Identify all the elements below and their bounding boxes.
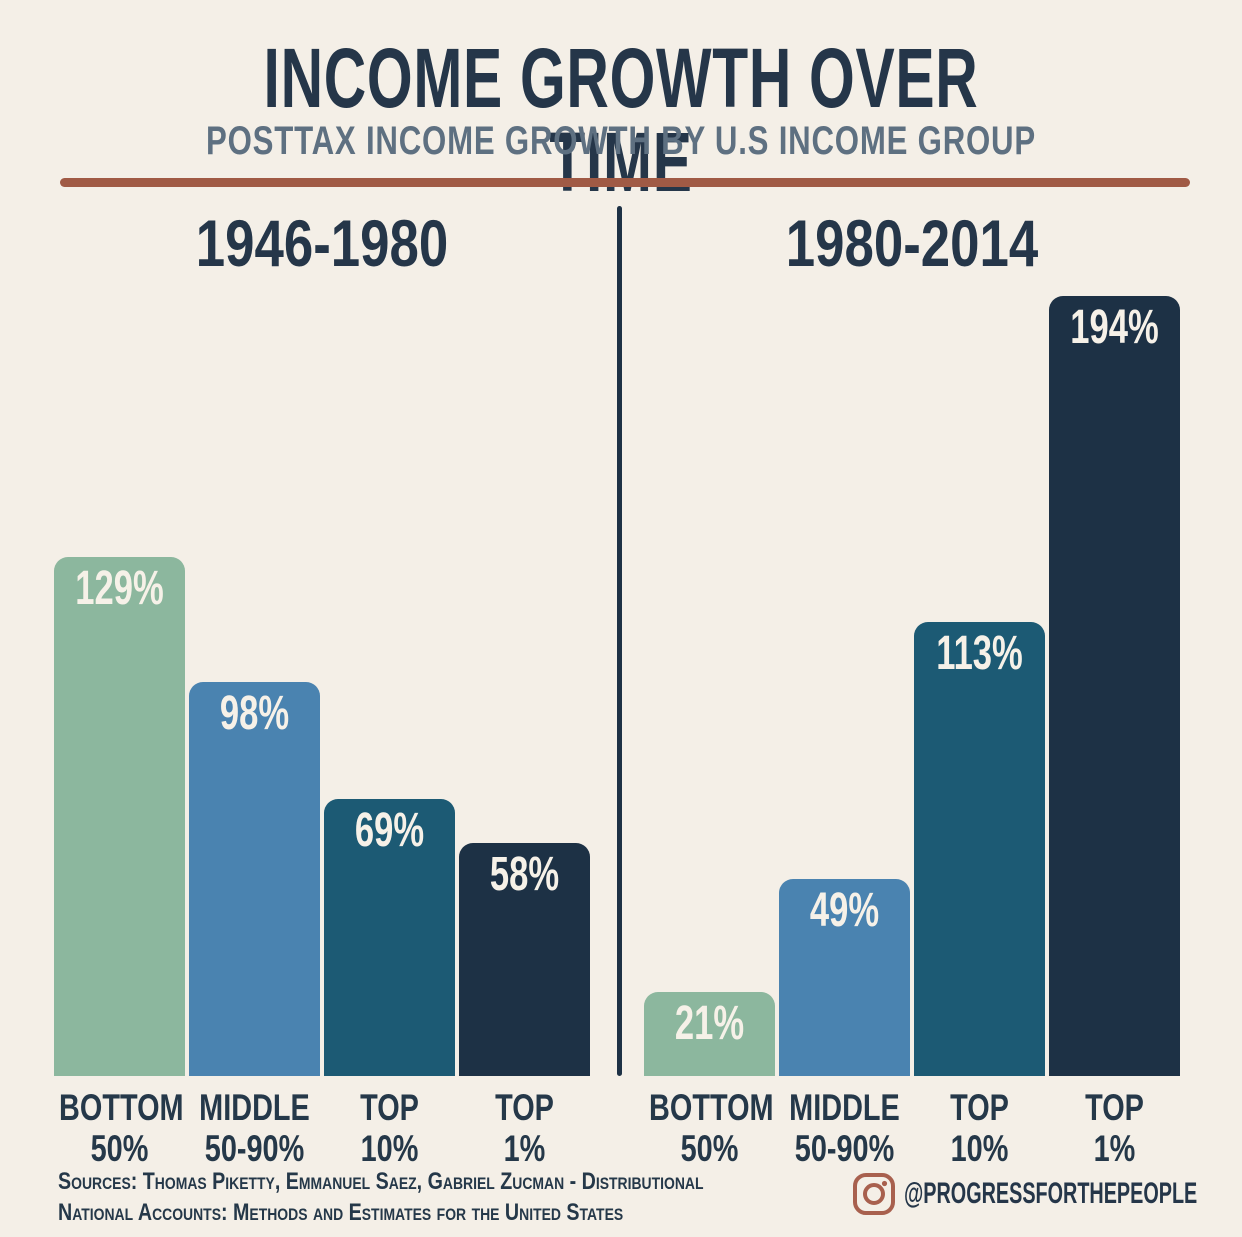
page-subtitle: POSTTAX INCOME GROWTH BY U.S INCOME GROU… (206, 119, 1036, 163)
bar-value-label: 69% (354, 804, 425, 857)
bar-column: 58% TOP 1% (459, 286, 590, 1169)
bar-value-label: 194% (1070, 301, 1159, 354)
bar-value-label: 113% (936, 627, 1023, 680)
bar-value-label: 21% (674, 997, 745, 1050)
sources-line-1: Sources: Thomas Piketty, Emmanuel Saez, … (58, 1168, 704, 1195)
bar: 49% (779, 879, 910, 1076)
instagram-handle: @PROGRESSFORTHEPEOPLE (904, 1177, 1198, 1210)
bar-value-label: 58% (489, 848, 560, 901)
category-label: TOP 1% (1085, 1087, 1144, 1169)
category-label: BOTTOM 50% (59, 1087, 184, 1169)
bar-column: 49% MIDDLE 50-90% (779, 286, 910, 1169)
sources-text: Sources: Thomas Piketty, Emmanuel Saez, … (58, 1166, 703, 1228)
instagram-credit: @PROGRESSFORTHEPEOPLE (852, 1172, 1242, 1216)
bar-value-label: 129% (75, 562, 164, 615)
bar: 129% (54, 557, 185, 1076)
page-title: INCOME GROWTH OVER TIME (263, 31, 979, 209)
bar-column: 129% BOTTOM 50% (54, 286, 185, 1169)
bar-column: 69% TOP 10% (324, 286, 455, 1169)
bar-column: 113% TOP 10% (914, 286, 1045, 1169)
bar: 113% (914, 622, 1045, 1076)
bar-column: 21% BOTTOM 50% (644, 286, 775, 1169)
category-label: MIDDLE 50-90% (199, 1087, 310, 1169)
panel-heading-1946-1980: 1946-1980 (195, 206, 449, 280)
bar: 21% (644, 992, 775, 1076)
category-label: BOTTOM 50% (649, 1087, 774, 1169)
bar: 69% (324, 799, 455, 1076)
bar: 194% (1049, 296, 1180, 1076)
bar-value-label: 49% (809, 884, 880, 937)
bar-column: 98% MIDDLE 50-90% (189, 286, 320, 1169)
category-label: TOP 10% (360, 1087, 419, 1169)
category-label: TOP 1% (495, 1087, 554, 1169)
panel-heading-1980-2014: 1980-2014 (785, 206, 1039, 280)
category-label: TOP 10% (950, 1087, 1009, 1169)
instagram-icon (852, 1172, 896, 1216)
sources-line-2: National Accounts: Methods and Estimates… (58, 1199, 624, 1227)
category-label: MIDDLE 50-90% (789, 1087, 900, 1169)
bar-panel-1980-2014: 21% BOTTOM 50% 49% MIDDLE 50-90% 113% TOP 10%… (644, 286, 1180, 1169)
bar: 98% (189, 682, 320, 1076)
horizontal-rule (60, 178, 1190, 187)
bar-value-label: 98% (219, 687, 290, 740)
bar-panel-1946-1980: 129% BOTTOM 50% 98% MIDDLE 50-90% 69% TOP 10%… (54, 286, 590, 1169)
bar: 58% (459, 843, 590, 1076)
vertical-divider (617, 206, 622, 1076)
bar-column: 194% TOP 1% (1049, 286, 1180, 1169)
